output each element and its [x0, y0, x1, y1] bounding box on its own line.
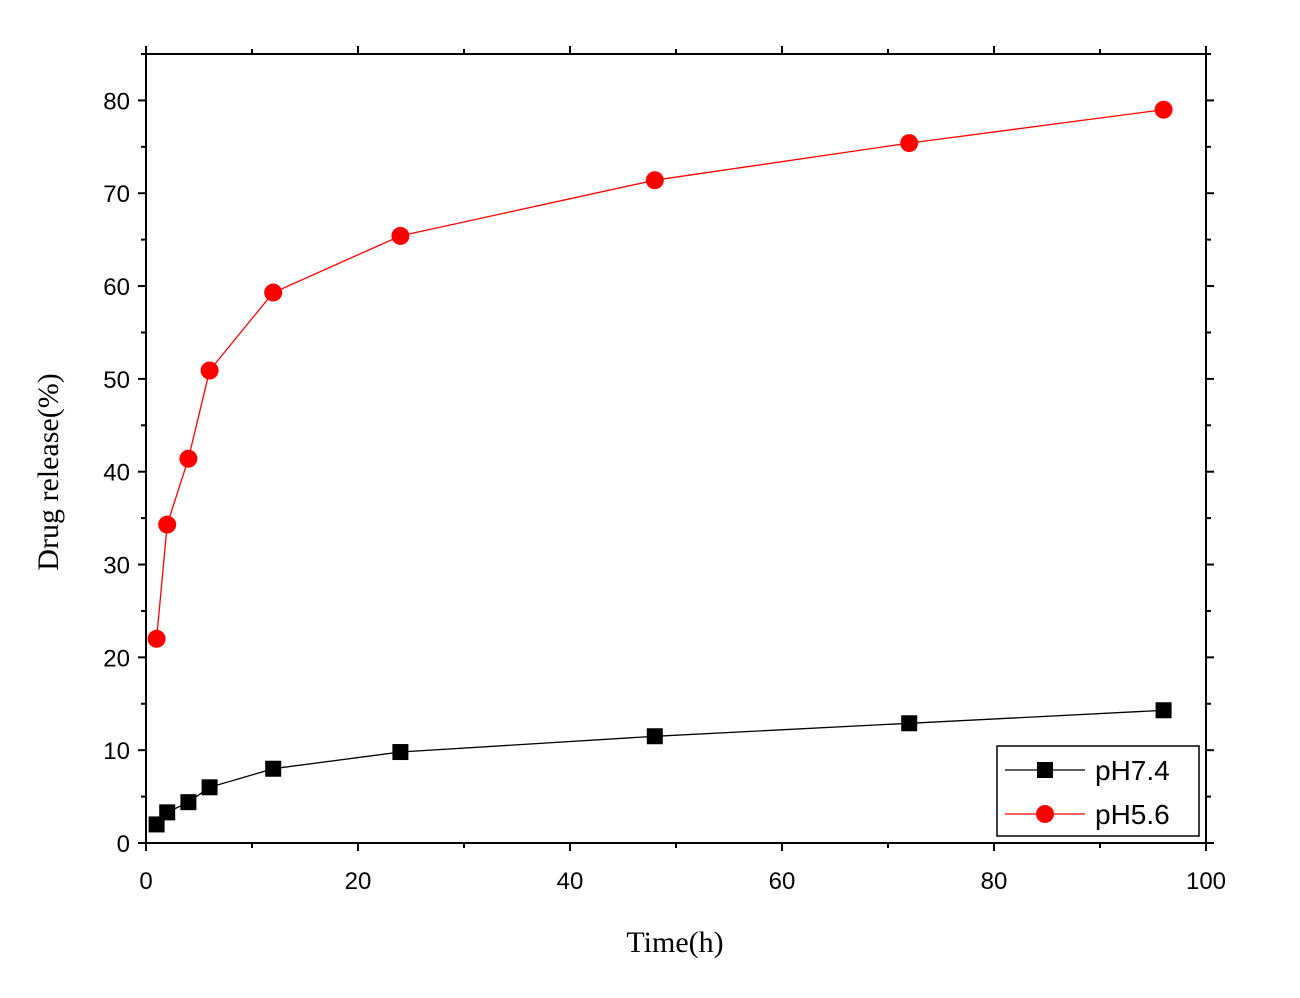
data-point — [900, 134, 919, 153]
data-point — [201, 779, 218, 796]
legend-marker — [1036, 805, 1054, 823]
x-tick-label: 20 — [345, 868, 372, 895]
y-tick-label: 70 — [103, 181, 130, 208]
data-point — [179, 449, 198, 468]
data-point — [645, 171, 664, 190]
x-tick-label: 80 — [981, 868, 1008, 895]
data-point — [159, 804, 176, 821]
y-tick-label: 20 — [103, 645, 130, 672]
data-point — [265, 760, 282, 777]
legend-box — [996, 745, 1200, 837]
y-tick-label: 30 — [103, 553, 130, 580]
data-point — [148, 816, 165, 833]
data-point — [391, 226, 410, 245]
data-point — [1155, 702, 1172, 719]
data-point — [180, 794, 197, 811]
legend-label: pH5.6 — [1095, 799, 1170, 830]
y-axis-title: Drug release(%) — [32, 373, 65, 570]
data-point — [1154, 100, 1173, 119]
series-pH5.6 — [147, 100, 1173, 648]
x-tick-label: 60 — [769, 868, 796, 895]
data-point — [158, 515, 177, 534]
legend-label: pH7.4 — [1095, 755, 1170, 786]
plot-frame — [145, 53, 1207, 844]
y-tick-label: 0 — [117, 831, 130, 858]
x-tick-label: 100 — [1186, 868, 1226, 895]
x-tick-label: 0 — [139, 868, 152, 895]
x-tick-label: 40 — [557, 868, 584, 895]
legend-marker — [1037, 762, 1053, 778]
data-point — [200, 361, 219, 380]
x-axis-title: Time(h) — [626, 926, 723, 959]
y-tick-label: 60 — [103, 274, 130, 301]
data-point — [392, 744, 409, 761]
series-line — [155, 109, 1164, 639]
series-pH7.4 — [148, 702, 1172, 833]
data-point — [646, 728, 663, 745]
legend: pH7.4 pH5.6 — [996, 745, 1200, 837]
y-tick-label: 40 — [103, 460, 130, 487]
data-point — [147, 629, 166, 648]
y-tick-label: 10 — [103, 738, 130, 765]
y-tick-label: 80 — [103, 88, 130, 115]
data-point — [901, 715, 918, 732]
y-tick-label: 50 — [103, 367, 130, 394]
series-layer — [147, 100, 1173, 833]
data-point — [264, 283, 283, 302]
axes: 0 20 40 60 80 100 0 10 20 30 40 50 60 70 80 — [103, 46, 1226, 895]
